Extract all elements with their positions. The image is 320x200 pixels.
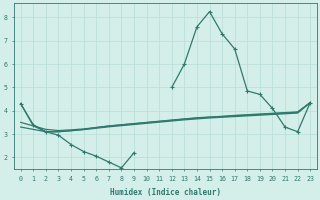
X-axis label: Humidex (Indice chaleur): Humidex (Indice chaleur)	[110, 188, 221, 197]
